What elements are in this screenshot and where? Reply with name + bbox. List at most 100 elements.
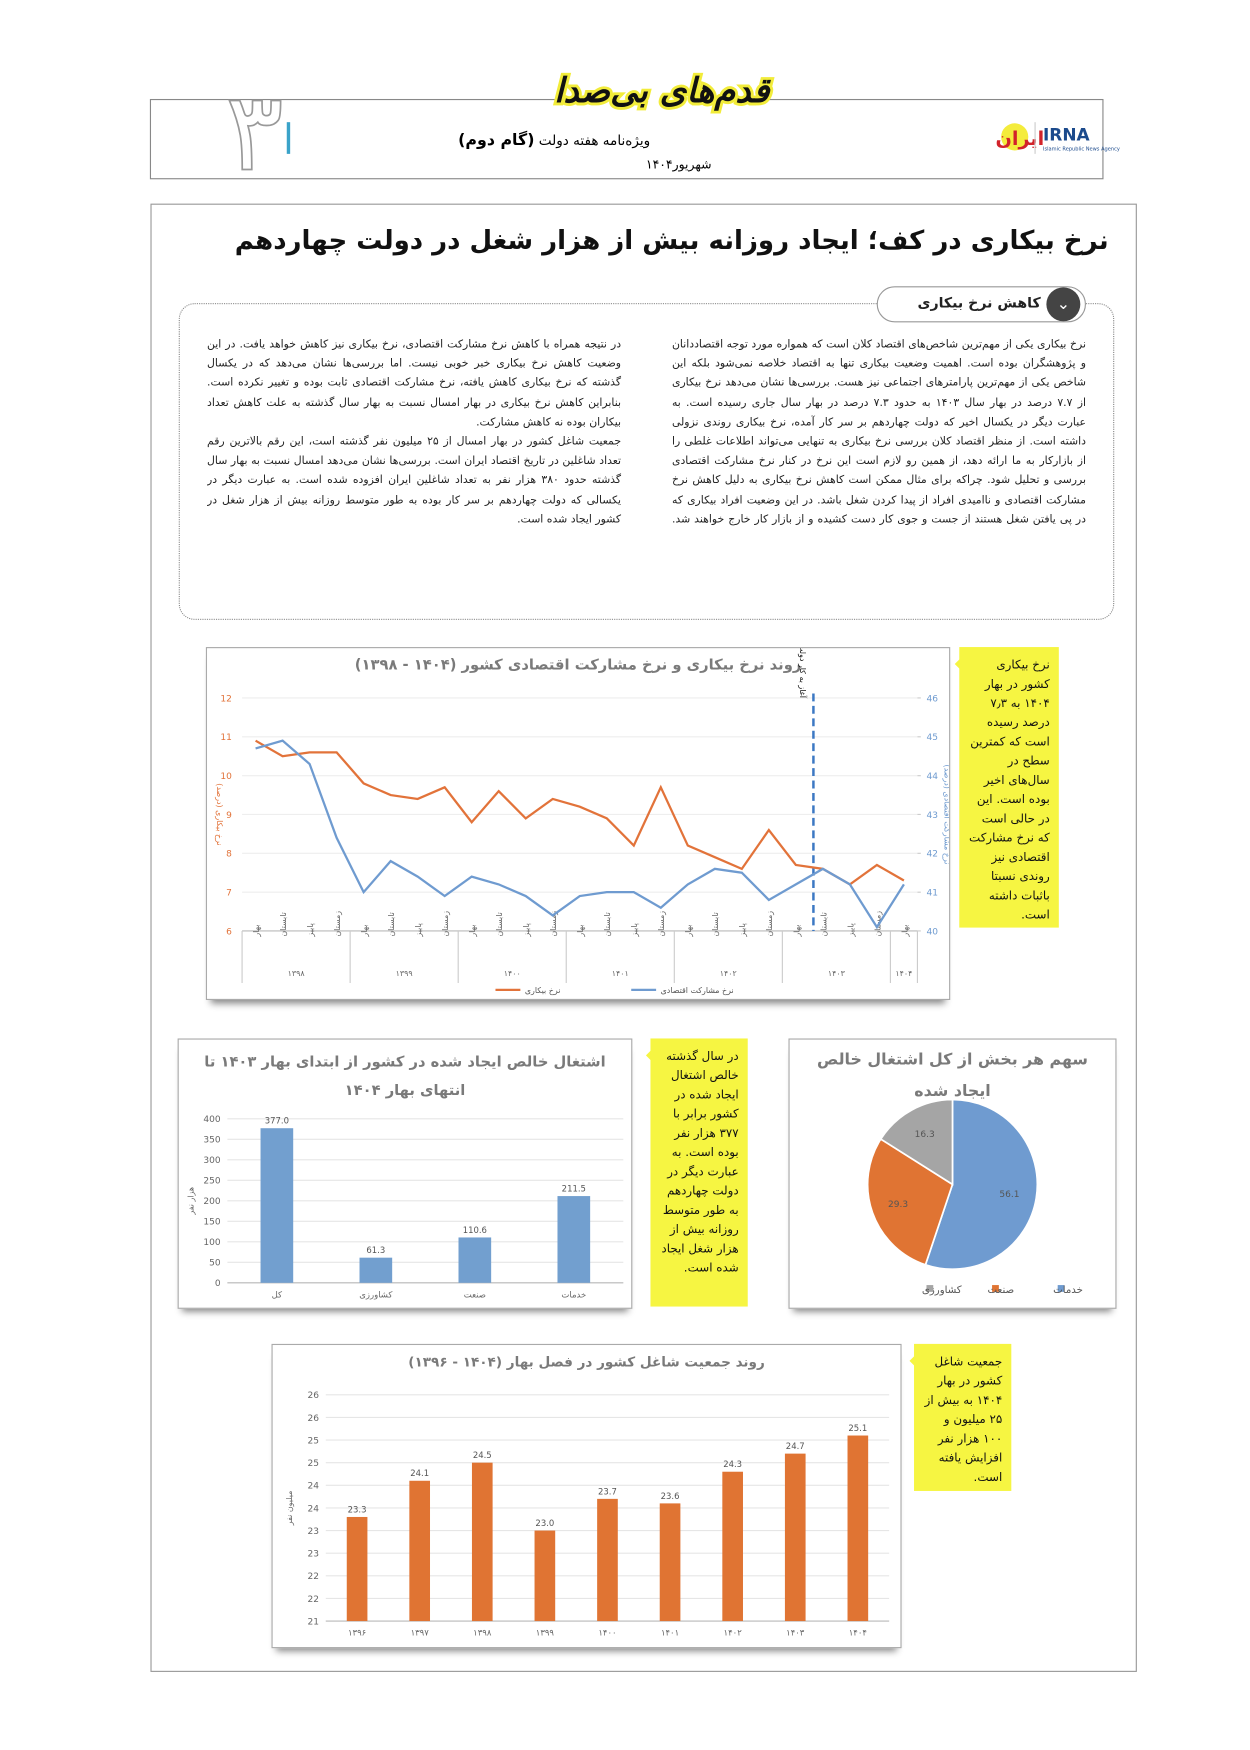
bar [557,1196,591,1283]
header: ۳ ویژه‌نامه هفته دولت (گام دوم) قدم‌های … [149,45,1120,193]
bar [597,1498,618,1622]
irna-subtitle: Islamic Republic News Agency [1043,146,1120,152]
y-tick-label: 12 [220,694,232,704]
x-tick-label: بهار [792,925,801,938]
group-label: ۱۳۹۹ [396,969,413,978]
x-tick-label: ۱۴۰۱ [661,1628,679,1638]
bar [260,1128,294,1283]
x-tick-label: تابستان [387,912,396,936]
legend-label: نرخ مشارکت اقتصادی [661,986,734,995]
x-tick-label: ۱۳۹۹ [536,1628,555,1638]
x-tick-label: زمستان [549,911,558,937]
pie-slice [866,1137,954,1266]
y-tick-label: 26 [308,1414,320,1424]
x-tick-label: پاییز [522,923,531,938]
x-tick-label: کل [272,1290,283,1300]
x-tick-label: صنعت [464,1290,486,1300]
chart-title: سهم هر بخش از کل اشتغال خالص ایجاد شده [816,1050,1088,1101]
legend-swatch [926,1285,934,1292]
x-tick-label: خدمات [561,1290,586,1300]
value-label: 24.3 [723,1459,742,1469]
bar [359,1257,393,1283]
iran-dot [1001,123,1029,151]
y2-tick-label: 46 [926,694,938,704]
y-tick-label: 9 [226,811,232,821]
y-tick-label: 11 [220,733,232,743]
chart-title: روند نرخ بیکاری و نرخ مشارکت اقتصادی کشو… [354,657,802,675]
x-tick-label: ۱۴۰۴ [849,1628,867,1638]
chart-title: روند جمعیت شاغل کشور در فصل بهار (۱۴۰۴ -… [408,1354,765,1370]
main-frame [150,203,1137,1672]
x-tick-label: بهار [684,925,693,938]
chart-title: اشتغال خالص ایجاد شده در کشور از ابتدای … [204,1054,606,1100]
bar [722,1471,743,1622]
data-line [255,739,905,886]
y-axis-title: میلیون نفر [285,1491,294,1527]
bar [659,1503,681,1622]
supplement-text: ویژه‌نامه هفته دولت [539,133,650,149]
value-label: 110.6 [463,1225,487,1235]
x-tick-label: تابستان [711,912,720,936]
data-line [255,739,905,930]
value-label: 24.1 [410,1468,429,1478]
y-tick-label: 200 [203,1197,220,1207]
iran-logo: ایران [995,127,1044,150]
date: شهریور۱۴۰۴ [646,157,712,173]
y2-tick-label: 42 [926,850,938,860]
bar [847,1435,869,1622]
pie-slice [924,1098,1039,1271]
chart-canvas: 21 22 22 23 23 24 24 25 25 26 26 میلیون نفر 23.3 ۱۳۹۶… [285,1391,890,1638]
y-tick-label: 0 [215,1279,221,1289]
legend-swatch [992,1285,999,1292]
x-tick-label: زمستان [765,911,774,937]
chart-canvas: 6 7 8 9 10 11 12 40 41 42 43 44 45 46 نرخ بیکاری (درصد… [215,648,949,995]
x-tick-label: بهار [252,925,261,938]
y-tick-label: 300 [203,1156,220,1166]
bar [471,1462,493,1622]
x-tick-label: پاییز [630,923,639,938]
pie-slice [879,1098,954,1186]
value-label: 24.5 [473,1450,492,1460]
note: نرخ بیکاری کشور در بهار ۱۴۰۴ به ۷٫۳ درصد… [954,647,1059,928]
y-tick-label: 21 [308,1617,320,1627]
article-columns: نرخ بیکاری یکی از مهم‌ترین شاخص‌های اقتص… [207,335,1086,606]
paragraph: نرخ بیکاری یکی از مهم‌ترین شاخص‌های اقتص… [207,338,1086,526]
y-tick-label: 10 [220,772,232,782]
y-tick-label: 23 [308,1550,320,1560]
note: در سال گذشته خالص اشتغال ایجاد شده در کش… [645,1038,748,1307]
x-tick-label: ۱۳۹۸ [473,1628,492,1638]
group-label: ۱۴۰۲ [720,969,737,978]
y-tick-label: 22 [308,1595,320,1605]
legend-label: خدمات [1053,1285,1083,1296]
y-tick-label: 22 [308,1572,320,1582]
x-tick-label: ۱۳۹۷ [411,1628,430,1638]
bar [346,1516,368,1622]
x-tick-label: ۱۴۰۰ [598,1628,616,1638]
chart-canvas: 0 50 100 150 200 250 300 350 400 هزار نفر 377.0 کل 6… [186,1115,624,1300]
group-label: ۱۴۰۴ [895,969,912,978]
x-tick-label: بهار [576,925,585,938]
issue-number: ۳ [225,69,283,193]
y-tick-label: 350 [203,1136,220,1146]
x-tick-label: بهار [468,925,477,938]
section-icon: ⌄ [1046,287,1081,322]
y2-tick-label: 41 [926,889,938,899]
x-tick-label: ۱۴۰۳ [786,1628,805,1638]
section-title: کاهش نرخ بیکاری [917,294,1041,312]
x-tick-label: ۱۴۰۲ [724,1628,743,1638]
value-label: 23.3 [348,1504,367,1514]
x-tick-label: بهار [360,925,369,938]
value-label: 25.1 [848,1423,867,1433]
group-label: ۱۴۰۰ [504,969,521,978]
y-tick-label: 24 [308,1504,320,1514]
bar [409,1480,431,1622]
annotation: آغاز به کار دولت چهاردهم [798,648,808,699]
y2-tick-label: 45 [926,733,938,743]
value-label: 211.5 [562,1184,586,1194]
x-tick-label: زمستان [333,911,342,937]
x-tick-label: تابستان [819,912,828,936]
y-tick-label: 25 [308,1459,320,1469]
